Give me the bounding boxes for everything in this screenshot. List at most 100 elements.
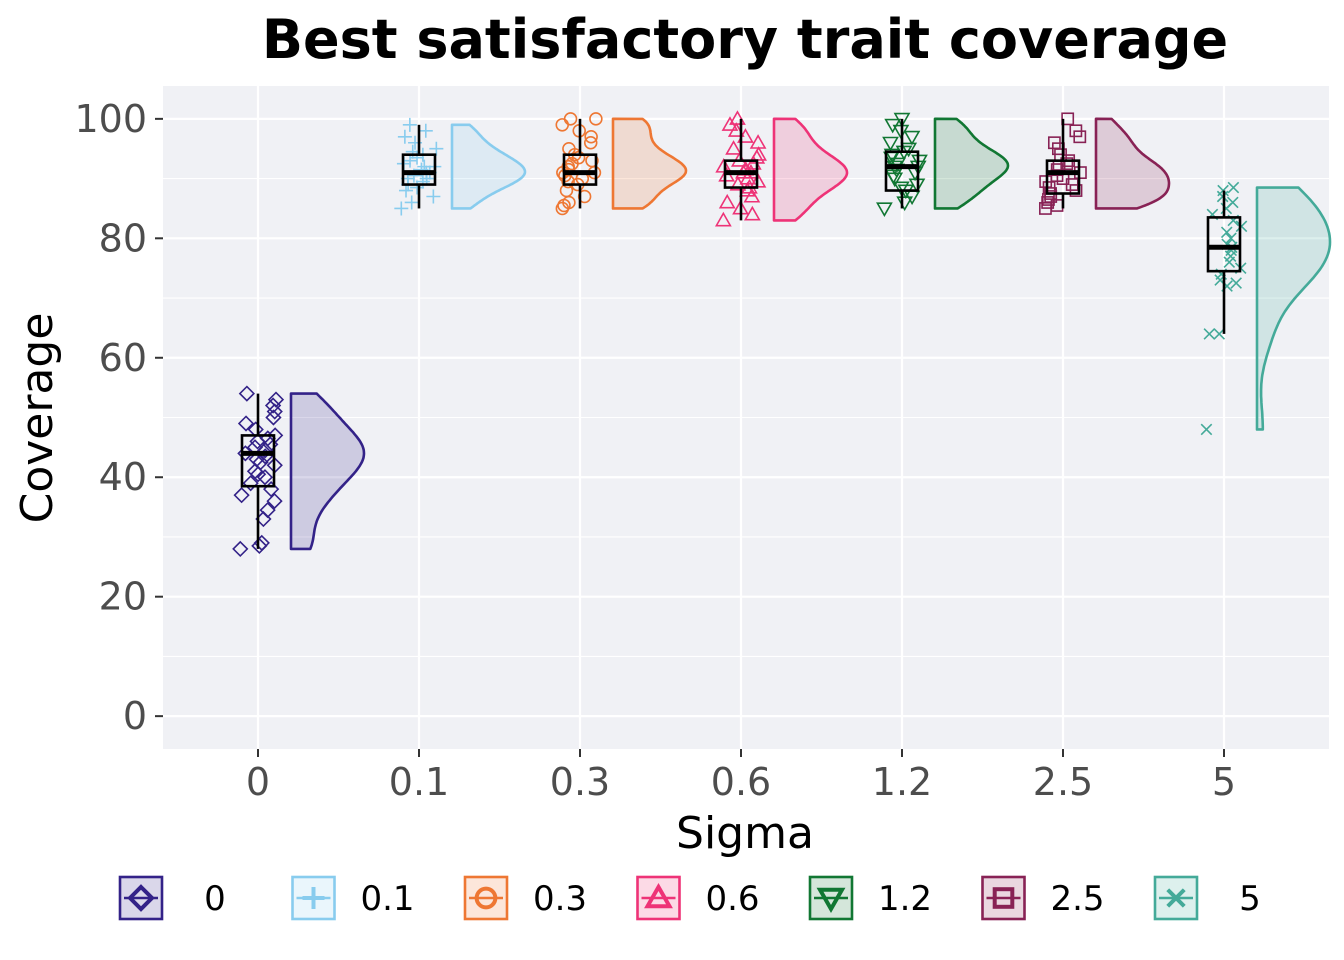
data-point-5: [1226, 196, 1239, 209]
density-cloud-0.3: [611, 117, 688, 210]
legend-item-5: 5: [1153, 875, 1261, 921]
legend-key-marker-2.5: [992, 887, 1015, 909]
box-1.2: [884, 150, 920, 192]
y-tick-label: 0: [123, 694, 147, 738]
data-point-0: [252, 454, 269, 471]
density-cloud-0.6: [772, 117, 849, 222]
data-point-0.1: [429, 141, 444, 156]
legend-item-0.3: 0.3: [463, 875, 587, 921]
legend-key-marker-1.2: [816, 887, 846, 914]
data-point-5: [1235, 220, 1248, 233]
y-tick-label: 100: [74, 97, 147, 141]
data-point-5: [1217, 184, 1229, 197]
data-point-0.6: [750, 146, 768, 161]
box-0.3: [562, 153, 598, 186]
chart-title: Best satisfactory trait coverage: [262, 8, 1228, 71]
data-point-0.3: [571, 150, 586, 165]
data-point-0.6: [749, 134, 767, 149]
box-2.5: [1045, 159, 1081, 195]
density-cloud-0: [289, 392, 366, 551]
density-cloud-1.2: [933, 117, 1010, 210]
data-point-0.1: [405, 144, 420, 159]
x-tick-label: 1.2: [872, 760, 932, 804]
density-cloud-0.1: [450, 123, 527, 210]
data-point-0.6: [729, 110, 746, 125]
legend-label-2.5: 2.5: [1050, 879, 1104, 919]
box-0: [240, 434, 276, 488]
legend-label-0.1: 0.1: [360, 879, 414, 919]
data-point-0.3: [563, 112, 578, 126]
data-point-0.1: [410, 180, 425, 195]
legend-item-2.5: 2.5: [981, 875, 1105, 921]
data-point-0.1: [394, 201, 409, 216]
data-point-1.2: [892, 181, 910, 197]
data-point-0.1: [426, 189, 441, 204]
data-point-2.5: [1069, 124, 1083, 138]
legend-item-0.1: 0.1: [291, 875, 415, 921]
data-point-0: [237, 415, 255, 432]
data-point-0: [242, 475, 259, 492]
legend-item-1.2: 1.2: [808, 875, 932, 921]
data-point-0: [232, 540, 249, 558]
data-point-1.2: [903, 130, 921, 146]
data-point-1.2: [911, 154, 928, 170]
legend-key-marker-0.1: [302, 887, 325, 909]
data-point-5: [1203, 328, 1216, 340]
density-cloud-2.5: [1094, 117, 1171, 210]
data-point-0: [249, 466, 267, 483]
data-point-0: [259, 501, 276, 519]
legend-label-0.3: 0.3: [533, 879, 587, 919]
data-point-1.2: [883, 148, 901, 164]
data-point-5: [1227, 181, 1240, 194]
x-tick-label: 0.6: [711, 760, 771, 804]
legend-item-0.6: 0.6: [636, 875, 760, 921]
y-tick-label: 40: [99, 455, 147, 499]
x-tick-label: 5: [1212, 760, 1236, 804]
x-tick-label: 0.1: [389, 760, 449, 804]
box-0.1: [401, 153, 437, 186]
legend-key-marker-0.6: [644, 882, 673, 909]
boxplots: [240, 118, 1242, 549]
data-point-0.6: [743, 205, 761, 221]
data-point-0.6: [725, 140, 742, 155]
data-point-2.5: [1047, 136, 1061, 150]
data-point-0.6: [714, 211, 732, 227]
y-tick-label: 20: [99, 575, 147, 619]
data-point-5: [1230, 277, 1242, 289]
data-point-0: [233, 487, 250, 504]
data-point-1.2: [876, 202, 893, 218]
data-point-0.1: [403, 153, 418, 168]
x-tick-label: 0.3: [550, 760, 610, 804]
data-point-0.6: [715, 158, 733, 173]
legend: 0 0.1 0.3 0.6 1.2 2.5 5: [118, 875, 1261, 921]
y-tick-label: 60: [99, 336, 147, 380]
data-point-0.6: [718, 193, 736, 209]
data-point-0: [267, 391, 285, 408]
legend-key-marker-5: [1166, 888, 1186, 908]
box-5: [1206, 216, 1242, 273]
x-axis-title: Sigma: [676, 808, 814, 859]
data-point-1.2: [884, 118, 902, 134]
data-point-0.1: [415, 174, 430, 189]
data-point-0.1: [402, 117, 417, 132]
data-point-0.3: [589, 112, 603, 126]
y-tick-label: 80: [99, 216, 147, 260]
legend-label-0.6: 0.6: [705, 879, 759, 919]
data-point-0: [256, 469, 274, 486]
data-point-5: [1225, 232, 1237, 245]
legend-key-marker-0.3: [474, 886, 498, 910]
y-axis-ticks: 0 20 40 60 80 100: [74, 97, 163, 738]
data-point-0.1: [404, 195, 419, 210]
x-tick-label: 0: [246, 760, 270, 804]
data-point-0.3: [583, 135, 598, 150]
data-point-0: [264, 397, 282, 414]
data-point-1.2: [900, 142, 918, 158]
legend-key-marker-0: [127, 884, 155, 912]
data-point-1.2: [882, 136, 899, 152]
density-clouds: [289, 117, 1332, 551]
legend-label-0: 0: [204, 879, 226, 919]
data-point-0.1: [397, 129, 412, 144]
data-point-0: [266, 492, 283, 510]
data-point-0.1: [418, 123, 433, 138]
